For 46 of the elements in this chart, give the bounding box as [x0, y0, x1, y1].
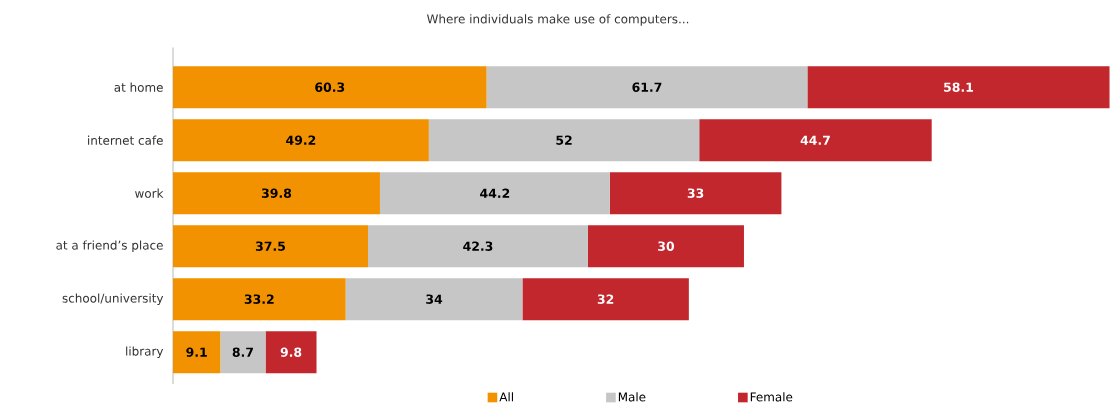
bar [173, 119, 429, 162]
data-label: 9.8 [280, 347, 302, 357]
data-label: 60.3 [315, 82, 345, 92]
bar [379, 172, 610, 215]
bar [587, 225, 744, 268]
y-tick-label: at a friend’s place [56, 240, 163, 252]
bar [807, 66, 1110, 109]
bar [428, 119, 700, 162]
data-label: 32 [597, 294, 614, 304]
data-label: 39.8 [261, 188, 292, 198]
bar [173, 225, 368, 268]
data-label: 8.7 [232, 347, 253, 357]
y-tick-label: library [126, 346, 164, 358]
data-label: 30 [658, 241, 675, 251]
y-tick-label: at home [114, 82, 163, 92]
bar [265, 331, 317, 374]
data-label: 61.7 [632, 82, 662, 92]
bar [173, 66, 487, 109]
bar [522, 278, 689, 321]
bar [173, 331, 221, 374]
data-label: 33 [687, 188, 704, 198]
bar [699, 119, 932, 162]
data-label: 33.2 [244, 294, 274, 304]
bar [173, 278, 346, 321]
y-tick-label: school/university [62, 293, 164, 305]
data-label: 44.2 [480, 188, 510, 198]
y-tick-label: internet cafe [88, 135, 163, 145]
bar [173, 172, 380, 215]
y-tick-label: work [135, 188, 164, 198]
bar [345, 278, 523, 321]
data-label: 52 [556, 135, 572, 145]
data-label: 44.7 [800, 135, 830, 145]
data-label: 58.1 [944, 82, 973, 92]
bar [609, 172, 782, 215]
legend-label: Male [618, 392, 646, 402]
bar [368, 225, 588, 268]
chart-title: Where individuals make use of computers... [426, 14, 689, 26]
bar [220, 331, 266, 374]
data-label: 34 [426, 294, 443, 304]
data-label: 42.3 [463, 241, 493, 251]
legend-label: All [499, 392, 513, 402]
data-label: 9.1 [186, 347, 207, 357]
legend-label: Female [750, 392, 793, 402]
data-label: 49.2 [286, 135, 316, 145]
data-label: 37.5 [255, 241, 285, 251]
bar [486, 66, 808, 109]
